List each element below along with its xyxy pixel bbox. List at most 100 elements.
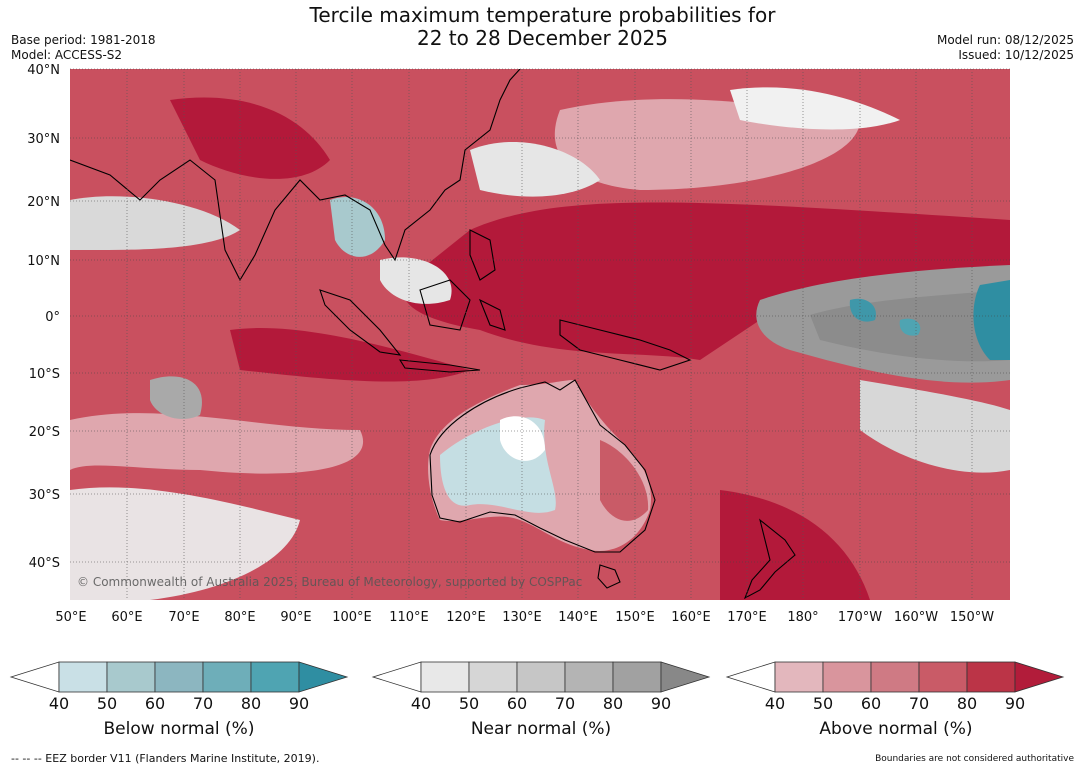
lon-label: 160°E bbox=[671, 610, 711, 625]
legends: 40 50 60 70 80 90 40 50 60 70 80 90 40 50 60 70 80 90 bbox=[9, 661, 1065, 713]
legend-above-swatch bbox=[966, 661, 1016, 693]
sumatra-coast bbox=[319, 289, 402, 356]
legend-near-swatch bbox=[468, 661, 518, 693]
meta-left: Base period: 1981-2018 Model: ACCESS-S2 bbox=[11, 33, 156, 63]
lon-label: 90°E bbox=[280, 610, 311, 625]
issued-date: Issued: 10/12/2025 bbox=[958, 48, 1074, 62]
legend-above-tick: 80 bbox=[957, 694, 977, 713]
region-below-normal-patch-2 bbox=[899, 318, 921, 336]
base-period: Base period: 1981-2018 bbox=[11, 33, 156, 47]
boundary-note: Boundaries are not considered authoritat… bbox=[875, 754, 1074, 764]
borneo-coast bbox=[419, 279, 471, 331]
legend-above-right-arrow bbox=[1014, 661, 1065, 693]
lon-label: 120°E bbox=[446, 610, 486, 625]
lat-label: 30°N bbox=[27, 132, 60, 147]
legend-above-tick: 70 bbox=[909, 694, 929, 713]
legend-below-swatch bbox=[202, 661, 252, 693]
legend-above-swatch bbox=[822, 661, 872, 693]
legend-near-left-arrow bbox=[371, 661, 422, 693]
region-near-normal-south-china-sea bbox=[380, 257, 452, 304]
legend-near-swatch bbox=[516, 661, 566, 693]
region-deep-red-tasman bbox=[720, 490, 870, 600]
title-line-1: Tercile maximum temperature probabilitie… bbox=[309, 3, 776, 27]
region-below-normal-equatorial bbox=[973, 280, 1010, 360]
legend-near-tick: 70 bbox=[555, 694, 575, 713]
lat-label: 10°N bbox=[27, 254, 60, 269]
region-near-normal-south-pacific bbox=[860, 380, 1010, 473]
legend-near-swatch bbox=[420, 661, 470, 693]
lon-label: 110°E bbox=[389, 610, 429, 625]
philippines-coast bbox=[469, 229, 496, 281]
legend-below-swatch bbox=[250, 661, 300, 693]
legend-below-tick: 50 bbox=[97, 694, 117, 713]
new-guinea-coast bbox=[559, 319, 692, 371]
legend-near-right-arrow bbox=[660, 661, 711, 693]
region-near-normal-indian-ocean bbox=[150, 376, 202, 420]
legend-near-tick: 40 bbox=[411, 694, 431, 713]
coastlines bbox=[70, 69, 796, 600]
longitude-labels: 50°E 60°E 70°E 80°E 90°E 100°E 110°E 120… bbox=[55, 610, 994, 625]
lon-label: 140°E bbox=[558, 610, 598, 625]
lon-label: 100°E bbox=[332, 610, 372, 625]
lon-label: 80°E bbox=[224, 610, 255, 625]
new-zealand-coast bbox=[743, 518, 796, 600]
region-near-normal-southern-ocean bbox=[70, 487, 300, 600]
lon-label: 70°E bbox=[168, 610, 199, 625]
lat-label: 10°S bbox=[29, 367, 60, 382]
legend-below-swatch bbox=[154, 661, 204, 693]
lon-label: 50°E bbox=[55, 610, 86, 625]
chart-title: Tercile maximum temperature probabilitie… bbox=[0, 4, 1085, 50]
legend-below-tick: 40 bbox=[49, 694, 69, 713]
lon-label: 160°W bbox=[894, 610, 938, 625]
lon-label: 60°E bbox=[111, 610, 142, 625]
legend-above-swatch bbox=[918, 661, 968, 693]
lat-label: 40°S bbox=[29, 556, 60, 571]
copyright-watermark: © Commonwealth of Australia 2025, Bureau… bbox=[77, 575, 582, 589]
legend-above-tick: 90 bbox=[1005, 694, 1025, 713]
legend-below-right-arrow bbox=[298, 661, 349, 693]
lon-label: 170°E bbox=[727, 610, 767, 625]
eez-note: -- -- -- EEZ border V11 (Flanders Marine… bbox=[11, 752, 320, 765]
lon-label: 150°W bbox=[950, 610, 994, 625]
legend-below-tick: 80 bbox=[241, 694, 261, 713]
legend-above-swatch bbox=[774, 661, 824, 693]
latitude-labels: 40°N 30°N 20°N 10°N 0° 10°S 20°S 30°S 40… bbox=[27, 63, 60, 571]
legend-near-tick: 60 bbox=[507, 694, 527, 713]
region-near-normal-north-pacific bbox=[730, 87, 900, 130]
lon-label: 180° bbox=[787, 610, 818, 625]
legend-near-swatch bbox=[612, 661, 662, 693]
probability-field bbox=[70, 69, 1010, 600]
lon-label: 170°W bbox=[838, 610, 882, 625]
lat-label: 0° bbox=[45, 310, 60, 325]
lat-label: 20°S bbox=[29, 425, 60, 440]
legend-below-tick: 90 bbox=[289, 694, 309, 713]
lat-label: 20°N bbox=[27, 195, 60, 210]
meta-right: Model run: 08/12/2025 Issued: 10/12/2025 bbox=[937, 33, 1074, 63]
title-line-2: 22 to 28 December 2025 bbox=[416, 26, 668, 50]
legend-below-left-arrow bbox=[9, 661, 60, 693]
tasmania-coast bbox=[597, 564, 621, 589]
legend-near-tick: 90 bbox=[651, 694, 671, 713]
asia-coast bbox=[70, 69, 521, 282]
lon-label: 130°E bbox=[502, 610, 542, 625]
legend-below-tick: 60 bbox=[145, 694, 165, 713]
legend-below-swatch bbox=[58, 661, 108, 693]
legend-near-tick: 50 bbox=[459, 694, 479, 713]
legend-above-left-arrow bbox=[725, 661, 776, 693]
legend-below-tick: 70 bbox=[193, 694, 213, 713]
graticule bbox=[70, 68, 1010, 563]
legend-title-above: Above normal (%) bbox=[819, 719, 973, 739]
java-coast bbox=[398, 359, 481, 373]
legend-below-swatch bbox=[106, 661, 156, 693]
legend-above-tick: 50 bbox=[813, 694, 833, 713]
australia-white bbox=[500, 416, 545, 461]
region-near-normal-east-china bbox=[470, 141, 600, 197]
australia-coast bbox=[429, 379, 656, 553]
australia-above-normal-east bbox=[600, 440, 649, 521]
model-name: Model: ACCESS-S2 bbox=[11, 48, 123, 62]
legend-title-below: Below normal (%) bbox=[103, 719, 255, 739]
legend-above-tick: 60 bbox=[861, 694, 881, 713]
lat-label: 30°S bbox=[29, 488, 60, 503]
legend-near-swatch bbox=[564, 661, 614, 693]
